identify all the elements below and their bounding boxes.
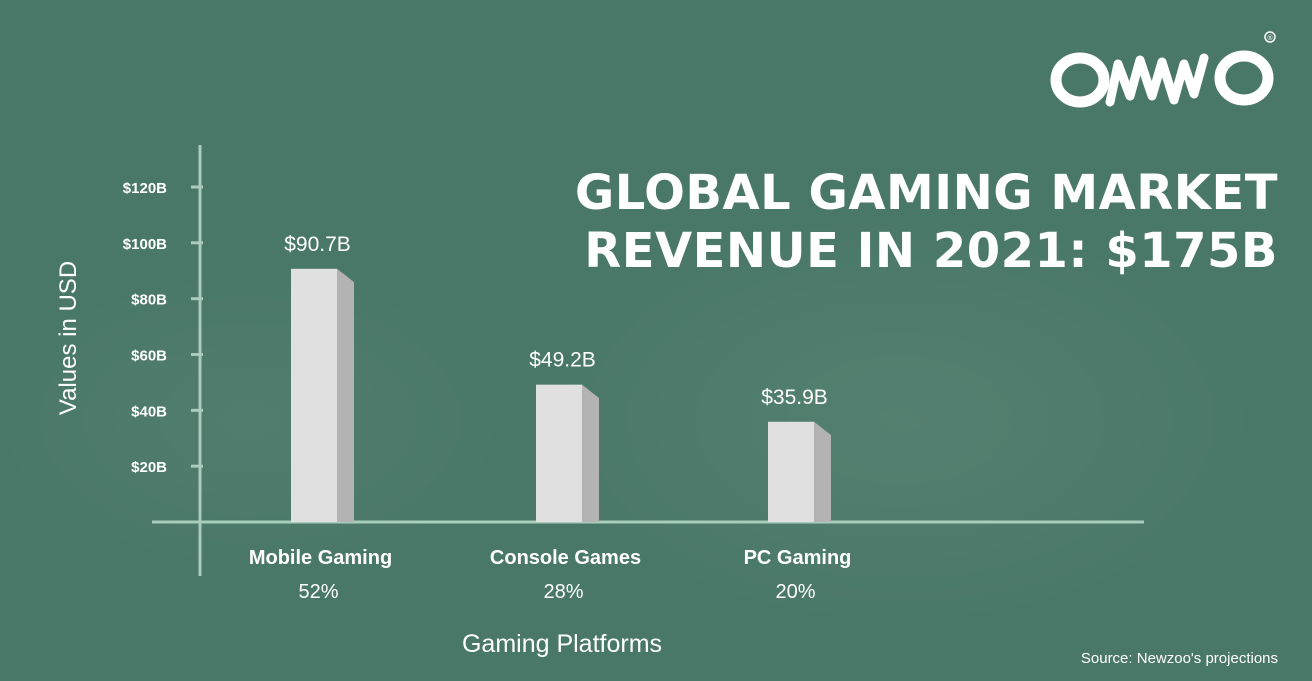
category-label: PC Gaming xyxy=(744,547,852,569)
bar xyxy=(768,421,814,522)
bar xyxy=(291,268,337,522)
bar-side xyxy=(337,268,354,522)
y-tick-label: $80B xyxy=(131,292,167,309)
bar-side xyxy=(582,384,599,522)
title-line-1: GLOBAL GAMING MARKET xyxy=(574,165,1278,221)
category-label: Mobile Gaming xyxy=(249,547,392,569)
category-share: 28% xyxy=(543,581,583,603)
registered-mark: ® xyxy=(1267,34,1274,42)
data-label: $49.2B xyxy=(529,349,596,372)
category-label: Console Games xyxy=(490,547,641,569)
x-axis-label: Gaming Platforms xyxy=(462,630,662,658)
y-tick-label: $100B xyxy=(123,236,167,253)
bar-side xyxy=(814,421,831,522)
y-tick-label: $60B xyxy=(131,348,167,365)
y-tick-label: $40B xyxy=(131,403,167,420)
page-title: GLOBAL GAMING MARKET REVENUE IN 2021: $1… xyxy=(518,164,1278,280)
title-line-2: REVENUE IN 2021: $175B xyxy=(584,223,1278,279)
omo-logo: ® xyxy=(1050,31,1276,108)
data-label: $90.7B xyxy=(284,233,351,256)
category-share: 20% xyxy=(775,581,815,603)
y-tick-label: $20B xyxy=(131,459,167,476)
source-note: Source: Newzoo's projections xyxy=(1080,650,1278,667)
y-axis-label: Values in USD xyxy=(55,261,82,415)
data-label: $35.9B xyxy=(761,386,828,409)
category-share: 52% xyxy=(298,581,338,603)
bar xyxy=(536,384,582,522)
y-tick-label: $120B xyxy=(123,180,167,197)
